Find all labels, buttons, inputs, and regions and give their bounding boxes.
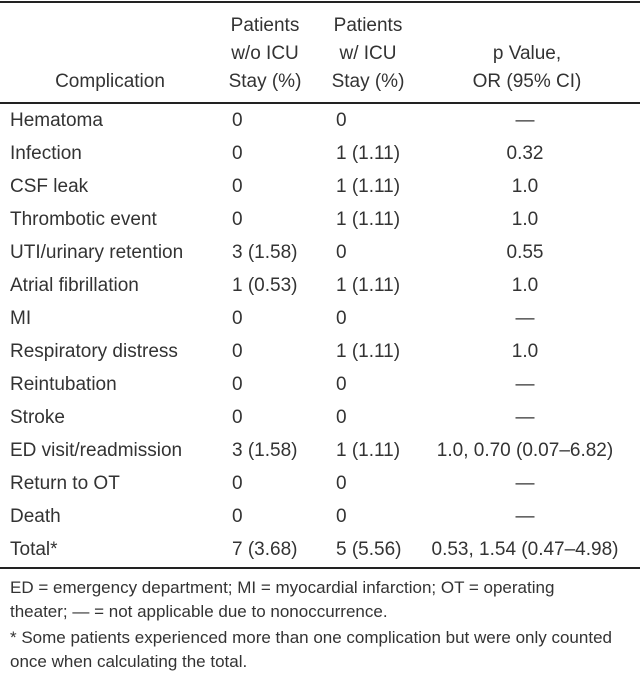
- cell-value: 7 (3.68): [232, 539, 298, 560]
- cell-value: 0: [232, 473, 243, 494]
- cell-value: 0: [336, 473, 347, 494]
- cell-value: 1 (1.11): [336, 143, 401, 164]
- cell-value: 0: [336, 242, 347, 263]
- cell-value: 1.0: [511, 341, 539, 362]
- row-label: Infection: [10, 143, 82, 164]
- cell-value: 0: [232, 209, 243, 230]
- cell-value: 3 (1.58): [232, 440, 298, 461]
- cell-value: 1.0: [511, 275, 539, 296]
- row-label: CSF leak: [10, 176, 89, 197]
- cell-value: 1 (1.11): [336, 440, 401, 461]
- header-text: p Value,: [492, 43, 562, 64]
- cell-value: —: [515, 374, 535, 395]
- row-label: UTI/urinary retention: [10, 242, 184, 263]
- header-text: OR (95% CI): [472, 71, 582, 92]
- header-text: Patients: [333, 15, 403, 36]
- cell-value: —: [515, 407, 535, 428]
- header-text: Patients: [230, 15, 300, 36]
- cell-value: 1 (1.11): [336, 341, 401, 362]
- header-text: Stay (%): [228, 71, 302, 92]
- cell-value: 1.0: [511, 176, 539, 197]
- cell-value: 0.53, 1.54 (0.47–4.98): [431, 539, 619, 560]
- cell-value: —: [515, 308, 535, 329]
- header-text: Complication: [55, 71, 165, 92]
- header-text: Stay (%): [331, 71, 405, 92]
- top-rule: [0, 1, 640, 3]
- cell-value: 0: [336, 506, 347, 527]
- header-text: w/o ICU: [231, 43, 299, 64]
- row-label: Respiratory distress: [10, 341, 178, 362]
- cell-value: 5 (5.56): [336, 539, 402, 560]
- cell-value: 1.0: [511, 209, 539, 230]
- cell-value: 0: [336, 374, 347, 395]
- row-label: Return to OT: [10, 473, 120, 494]
- cell-value: 0: [336, 308, 347, 329]
- cell-value: 0: [232, 374, 243, 395]
- cell-value: 0: [232, 407, 243, 428]
- cell-value: 1.0, 0.70 (0.07–6.82): [436, 440, 614, 461]
- cell-value: 0: [232, 341, 243, 362]
- cell-value: 0: [232, 506, 243, 527]
- row-label: Atrial fibrillation: [10, 275, 139, 296]
- row-label: Thrombotic event: [10, 209, 157, 230]
- header-text: w/ ICU: [339, 43, 397, 64]
- cell-value: 0: [232, 110, 243, 131]
- cell-value: —: [515, 473, 535, 494]
- row-label: MI: [10, 308, 32, 329]
- header-rule: [0, 102, 640, 104]
- row-label: Stroke: [10, 407, 65, 428]
- row-label: Reintubation: [10, 374, 117, 395]
- cell-value: 1 (1.11): [336, 275, 401, 296]
- cell-value: 0: [336, 110, 347, 131]
- row-label: Total*: [10, 539, 58, 560]
- cell-value: 0: [232, 308, 243, 329]
- cell-value: —: [515, 506, 535, 527]
- cell-value: 1 (1.11): [336, 209, 401, 230]
- cell-value: 0: [232, 143, 243, 164]
- cell-value: 0: [232, 176, 243, 197]
- row-label: Death: [10, 506, 61, 527]
- bottom-rule: [0, 567, 640, 569]
- cell-value: 1 (1.11): [336, 176, 401, 197]
- cell-value: 3 (1.58): [232, 242, 298, 263]
- row-label: Hematoma: [10, 110, 103, 131]
- footnote: ED = emergency department; MI = myocardi…: [10, 578, 555, 621]
- footnote: * Some patients experienced more than on…: [10, 628, 612, 671]
- row-label: ED visit/readmission: [10, 440, 183, 461]
- cell-value: 0.55: [506, 242, 544, 263]
- cell-value: 0: [336, 407, 347, 428]
- cell-value: 1 (0.53): [232, 275, 298, 296]
- cell-value: 0.32: [506, 143, 544, 164]
- cell-value: —: [515, 110, 535, 131]
